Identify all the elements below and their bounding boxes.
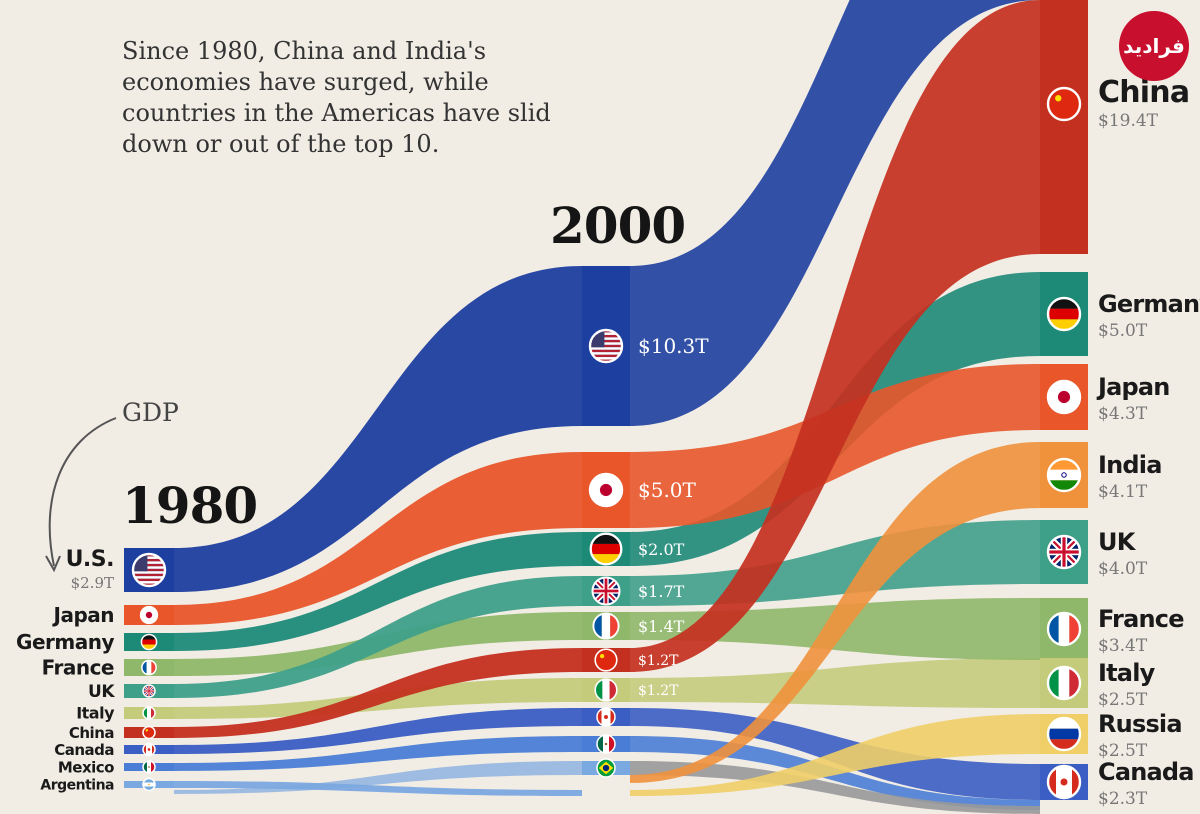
- ribbon-2000-2023-china: [630, 0, 1040, 672]
- label-1980-china: China: [69, 724, 114, 742]
- publisher-logo: فرادید: [1119, 11, 1189, 81]
- canada-flag-icon: [1046, 764, 1082, 800]
- india-flag-icon: [1046, 457, 1082, 493]
- label-1980-uk: UK: [88, 682, 115, 702]
- france-flag-icon: [1046, 611, 1082, 647]
- ribbon-1980-2000-china: [174, 648, 582, 738]
- china-flag-icon: [594, 648, 618, 672]
- value-1980-us: $2.9T: [71, 574, 114, 592]
- ribbon-1980-2000-argentina: [174, 781, 582, 796]
- label-1980-italy: Italy: [76, 704, 115, 723]
- japan-flag-icon: [1046, 379, 1082, 415]
- label-2023-china: China: [1098, 75, 1189, 110]
- gdp-pointer-arrow: [48, 417, 117, 567]
- mexico-flag-icon: [142, 760, 156, 774]
- value-2000-france: $1.4T: [638, 617, 685, 636]
- bar-2023-china: [1040, 0, 1088, 254]
- label-2023-germany: Germany: [1098, 290, 1200, 318]
- label-1980-mexico: Mexico: [58, 758, 114, 776]
- label-2023-italy: Italy: [1098, 659, 1156, 687]
- china-flag-icon: [142, 725, 156, 740]
- germany-flag-icon: [1046, 296, 1082, 332]
- ribbon-1980-2000-brazil: [174, 761, 582, 794]
- ribbon-1980-2000-germany: [174, 532, 582, 651]
- japan-flag-icon: [588, 472, 624, 508]
- label-1980-us: U.S.: [66, 547, 114, 572]
- label-2023-uk: UK: [1098, 528, 1137, 556]
- value-2023-canada: $2.3T: [1098, 789, 1148, 809]
- ribbon-2000-2023-russia: [630, 714, 1040, 796]
- ribbon-1980-2000-japan: [174, 452, 582, 625]
- value-2023-germany: $5.0T: [1098, 321, 1148, 341]
- value-2000-germany: $2.0T: [638, 540, 685, 559]
- value-2000-uk: $1.7T: [638, 582, 685, 601]
- ribbon-1980-2000-uk: [174, 576, 582, 698]
- uk-flag-icon: [591, 576, 621, 606]
- japan-flag-icon: [139, 605, 159, 625]
- value-2023-russia: $2.5T: [1098, 741, 1148, 761]
- labels-layer: U.S.$2.9TJapanGermanyFranceUKItalyChinaC…: [16, 75, 1200, 809]
- gdp-label: GDP: [122, 398, 179, 427]
- label-2023-japan: Japan: [1096, 373, 1170, 401]
- germany-flag-icon: [589, 532, 623, 566]
- france-flag-icon: [592, 612, 620, 640]
- argentina-flag-icon: [142, 777, 156, 792]
- value-2023-china: $19.4T: [1098, 111, 1159, 131]
- value-2023-uk: $4.0T: [1098, 559, 1148, 579]
- value-2000-china: $1.2T: [638, 653, 679, 669]
- label-1980-canada: Canada: [54, 741, 114, 759]
- brazil-flag-icon: [596, 758, 616, 778]
- ribbons-layer: [174, 0, 1040, 814]
- italy-flag-icon: [142, 706, 156, 720]
- italy-flag-icon: [594, 678, 618, 702]
- ribbon-2000-2023-us: [630, 0, 1040, 426]
- uk-flag-icon: [142, 684, 156, 698]
- ribbon-2000-2023-india: [630, 442, 1040, 783]
- gdp-pointer-arrowhead: [45, 555, 61, 573]
- value-2023-india: $4.1T: [1098, 482, 1148, 502]
- russia-flag-icon: [1046, 716, 1082, 752]
- flags-layer: [131, 86, 1082, 800]
- label-1980-germany: Germany: [16, 630, 114, 654]
- svg-text:فرادید: فرادید: [1123, 34, 1185, 58]
- ribbon-2000-2023-italy: [630, 658, 1040, 708]
- canada-flag-icon: [142, 742, 156, 757]
- ribbon-2000-2023-brazil: [630, 761, 1040, 814]
- label-1980-argentina: Argentina: [40, 777, 114, 793]
- ribbon-1980-2000-us: [174, 266, 582, 592]
- us-flag-icon: [588, 328, 624, 364]
- france-flag-icon: [141, 659, 157, 676]
- label-2023-india: India: [1098, 451, 1162, 479]
- label-1980-france: France: [42, 656, 114, 680]
- intro-text: Since 1980, China and India's economies …: [122, 37, 551, 158]
- ribbon-1980-2000-canada: [174, 708, 582, 754]
- value-2023-france: $3.4T: [1098, 636, 1148, 656]
- value-2000-italy: $1.2T: [638, 683, 679, 699]
- germany-flag-icon: [140, 633, 158, 651]
- value-2023-italy: $2.5T: [1098, 690, 1148, 710]
- value-2000-japan: $5.0T: [638, 478, 697, 502]
- label-1980-japan: Japan: [52, 603, 115, 627]
- uk-flag-icon: [1046, 534, 1082, 570]
- year-label-1980: 1980: [122, 476, 258, 535]
- ribbon-1980-2000-mexico: [174, 736, 582, 771]
- italy-flag-icon: [1046, 665, 1082, 701]
- china-flag-icon: [1046, 86, 1082, 122]
- year-label-2000: 2000: [550, 196, 686, 255]
- canada-flag-icon: [596, 707, 616, 727]
- label-2023-canada: Canada: [1098, 758, 1194, 786]
- value-2023-japan: $4.3T: [1098, 404, 1148, 424]
- us-flag-icon: [131, 552, 167, 588]
- value-2000-us: $10.3T: [638, 334, 709, 358]
- label-2023-france: France: [1098, 605, 1184, 633]
- label-2023-russia: Russia: [1098, 710, 1182, 738]
- mexico-flag-icon: [596, 734, 616, 754]
